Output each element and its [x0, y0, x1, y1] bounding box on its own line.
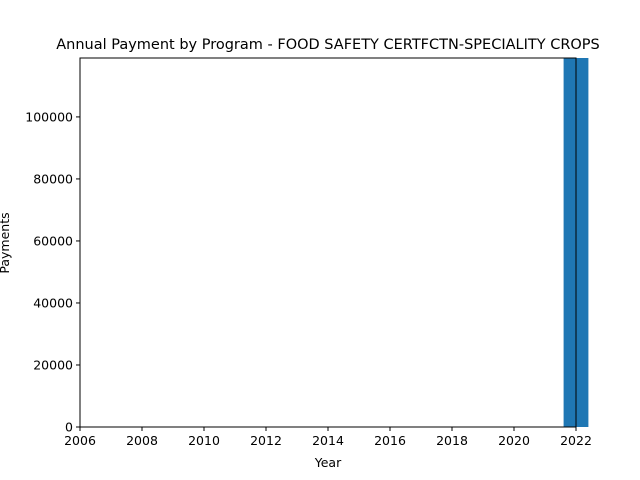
x-tick-label: 2012	[250, 433, 282, 448]
plot-frame	[79, 57, 577, 428]
y-tick-label: 0	[65, 420, 73, 435]
x-tick-label: 2014	[312, 433, 344, 448]
x-tick-label: 2010	[188, 433, 220, 448]
y-tick-label: 40000	[33, 295, 73, 310]
chart-title: Annual Payment by Program - FOOD SAFETY …	[56, 37, 600, 53]
plot-area	[80, 58, 576, 427]
x-tick-label: 2008	[126, 433, 158, 448]
x-tick-label: 2016	[374, 433, 406, 448]
x-axis-label: Year	[314, 455, 342, 470]
y-axis-label: Payments	[0, 212, 12, 273]
x-tick-label: 2006	[64, 433, 96, 448]
x-tick-label: 2022	[560, 433, 592, 448]
y-tick-label: 60000	[33, 233, 73, 248]
y-tick-label: 80000	[33, 171, 73, 186]
x-tick-label: 2018	[436, 433, 468, 448]
x-tick-label: 2020	[498, 433, 530, 448]
y-tick-label: 100000	[25, 109, 73, 124]
y-tick-label: 20000	[33, 357, 73, 372]
